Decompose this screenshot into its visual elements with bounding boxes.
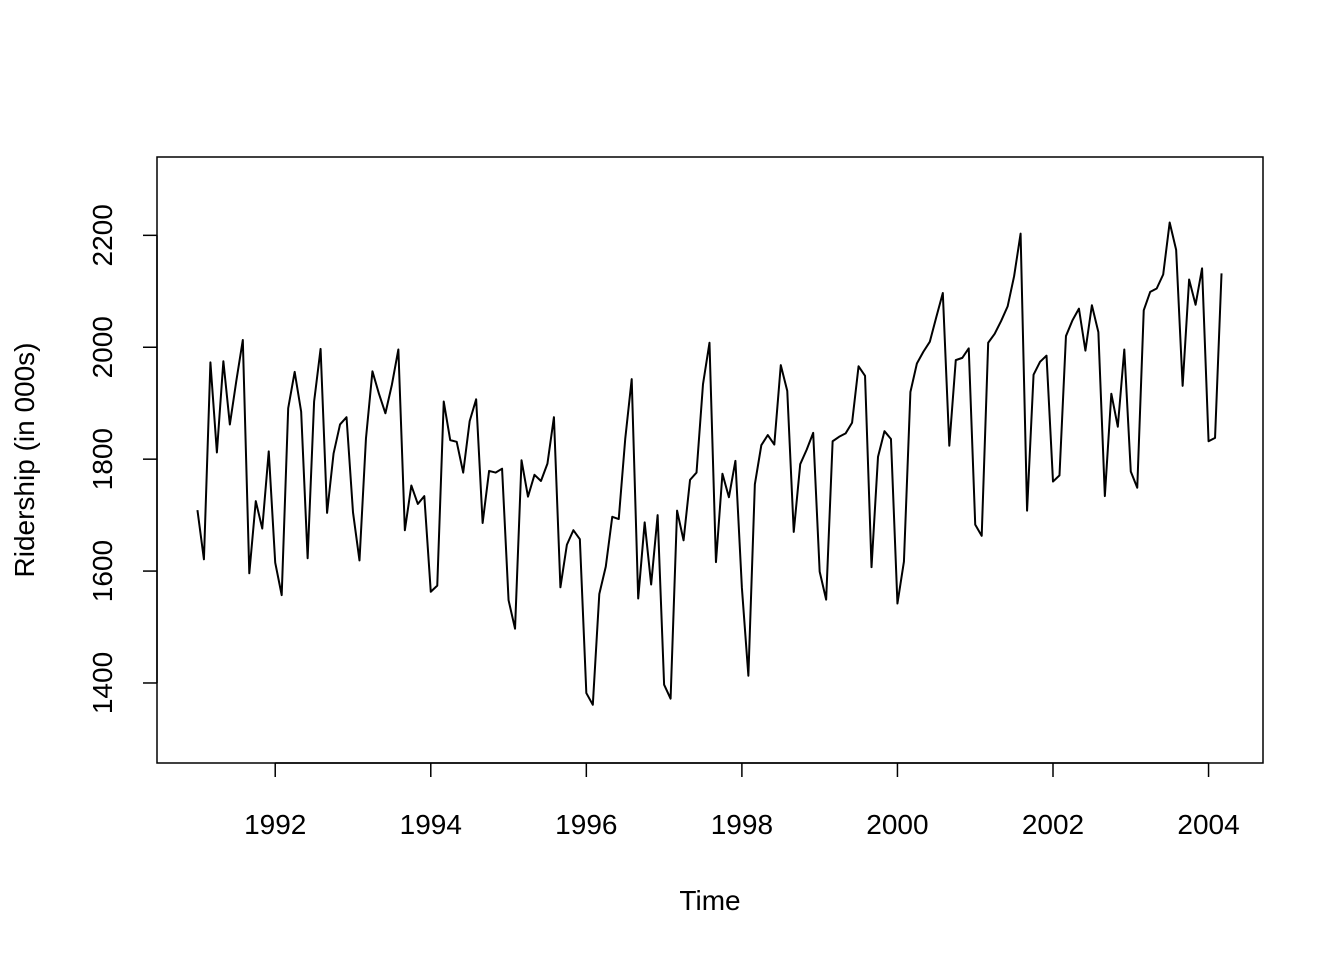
y-tick-label: 1400: [87, 652, 118, 714]
y-tick-label: 1800: [87, 428, 118, 490]
y-axis: 1400 1600 1800 2000 2200: [87, 204, 158, 714]
x-tick-label: 1994: [400, 809, 462, 840]
x-axis-label: Time: [679, 885, 740, 916]
y-tick-label: 1600: [87, 540, 118, 602]
y-tick-label: 2000: [87, 316, 118, 378]
y-tick-label: 2200: [87, 204, 118, 266]
x-tick-label: 2004: [1177, 809, 1239, 840]
x-tick-label: 1992: [244, 809, 306, 840]
x-axis: 1992 1994 1996 1998 2000 2002 2004: [244, 762, 1240, 840]
x-tick-label: 2000: [866, 809, 928, 840]
y-axis-label: Ridership (in 000s): [9, 343, 40, 578]
x-tick-label: 1998: [711, 809, 773, 840]
plot-frame: [156, 156, 1264, 764]
ridership-series-line: [196, 221, 1223, 706]
x-tick-label: 1996: [555, 809, 617, 840]
x-tick-label: 2002: [1022, 809, 1084, 840]
